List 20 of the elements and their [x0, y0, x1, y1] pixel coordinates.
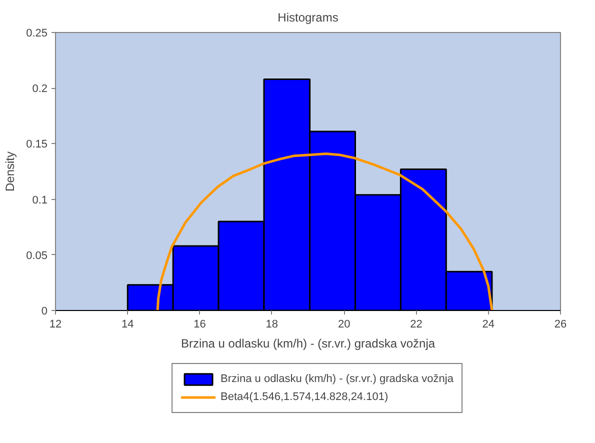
- y-tick-label: 0.05: [26, 250, 48, 262]
- x-tick-label: 18: [266, 318, 278, 330]
- x-tick-label: 26: [554, 318, 567, 330]
- y-axis-title: Density: [3, 151, 18, 192]
- x-tick-label: 24: [482, 318, 494, 330]
- legend-label: Beta4(1.546,1.574,14.828,24.101): [220, 391, 388, 403]
- y-tick-label: 0.1: [32, 194, 48, 206]
- y-tick-label: 0.15: [26, 138, 48, 151]
- line-series: [156, 152, 494, 310]
- y-tick-label: 0.2: [32, 83, 48, 96]
- x-tick-label: 20: [338, 318, 350, 330]
- x-tick-label: 22: [410, 318, 422, 330]
- y-tick-label: 0: [41, 306, 48, 318]
- x-tick-label: 12: [49, 318, 62, 330]
- legend-label: Brzina u odlasku (km/h) - (sr.vr.) gradska vožnja: [220, 373, 454, 385]
- x-tick-label: 14: [122, 318, 134, 330]
- x-tick-label: 16: [194, 318, 206, 330]
- chart-title: Histograms: [278, 10, 338, 24]
- y-tick-label: 0.25: [26, 28, 48, 40]
- x-axis-title: Brzina u odlasku (km/h) - (sr.vr.) gradska vožnja: [180, 336, 436, 350]
